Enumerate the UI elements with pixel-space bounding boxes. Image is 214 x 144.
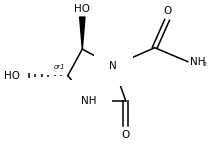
- Text: or1: or1: [54, 64, 66, 70]
- Text: O: O: [122, 130, 130, 140]
- Text: NH: NH: [190, 57, 205, 67]
- Text: O: O: [163, 6, 171, 16]
- Text: N: N: [109, 61, 117, 71]
- Text: NH: NH: [81, 96, 96, 106]
- Text: HO: HO: [4, 71, 20, 81]
- Text: 2: 2: [203, 62, 207, 67]
- Text: HO: HO: [74, 4, 90, 14]
- Polygon shape: [80, 17, 85, 49]
- Text: or1: or1: [94, 45, 105, 51]
